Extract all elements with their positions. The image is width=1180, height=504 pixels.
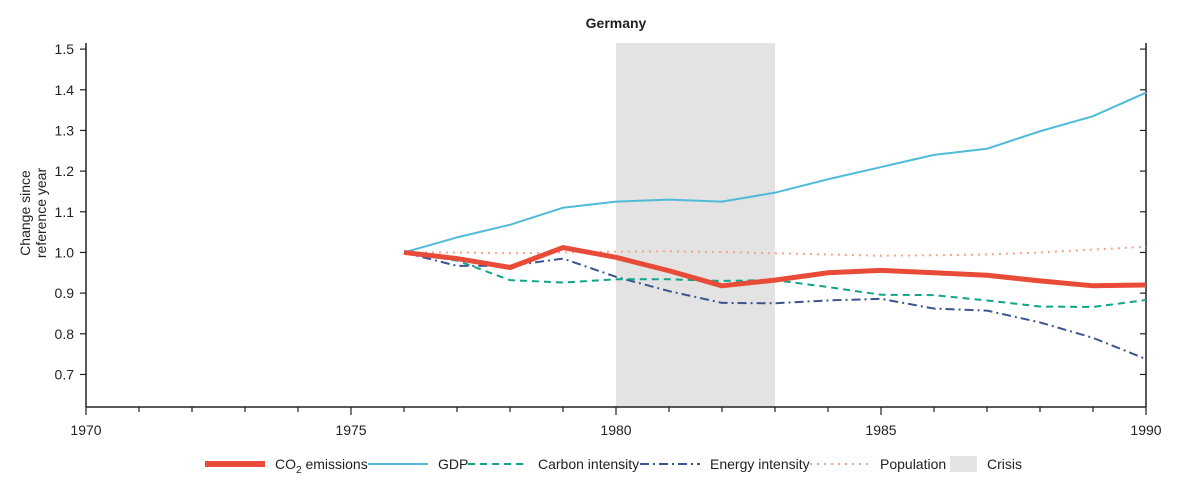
y-tick-label: 0.7 (55, 366, 75, 382)
x-tick-label: 1980 (600, 422, 631, 438)
y-tick-label: 0.9 (55, 285, 75, 301)
y-axis-label: Change sincereference year (17, 168, 49, 259)
series-line-population (404, 245, 1147, 257)
series-line-energy-intensity (403, 251, 1147, 360)
legend-label: Crisis (987, 456, 1022, 472)
y-tick-label: 0.8 (55, 326, 75, 342)
legend-label: GDP (438, 456, 468, 472)
x-tick-label: 1970 (70, 422, 101, 438)
legend-label: CO2 emissions (275, 456, 368, 476)
legend-label: Carbon intensity (538, 456, 639, 472)
shaded-region-crisis (616, 43, 775, 407)
series-line-gdp (403, 91, 1147, 254)
y-tick-label: 1.0 (55, 244, 75, 260)
legend-label: Energy intensity (710, 456, 810, 472)
y-tick-label: 1.5 (55, 41, 75, 57)
x-tick-label: 1990 (1130, 422, 1161, 438)
y-tick-label: 1.3 (55, 122, 75, 138)
chart-title: Germany (586, 15, 647, 31)
legend-swatch (950, 456, 977, 472)
y-tick-label: 1.4 (55, 82, 75, 98)
y-tick-label: 1.1 (55, 204, 75, 220)
series-line-co2-emissions (403, 245, 1147, 289)
y-tick-label: 1.2 (55, 163, 75, 179)
x-tick-label: 1985 (865, 422, 896, 438)
x-tick-label: 1975 (335, 422, 366, 438)
legend-label: Population (880, 456, 946, 472)
